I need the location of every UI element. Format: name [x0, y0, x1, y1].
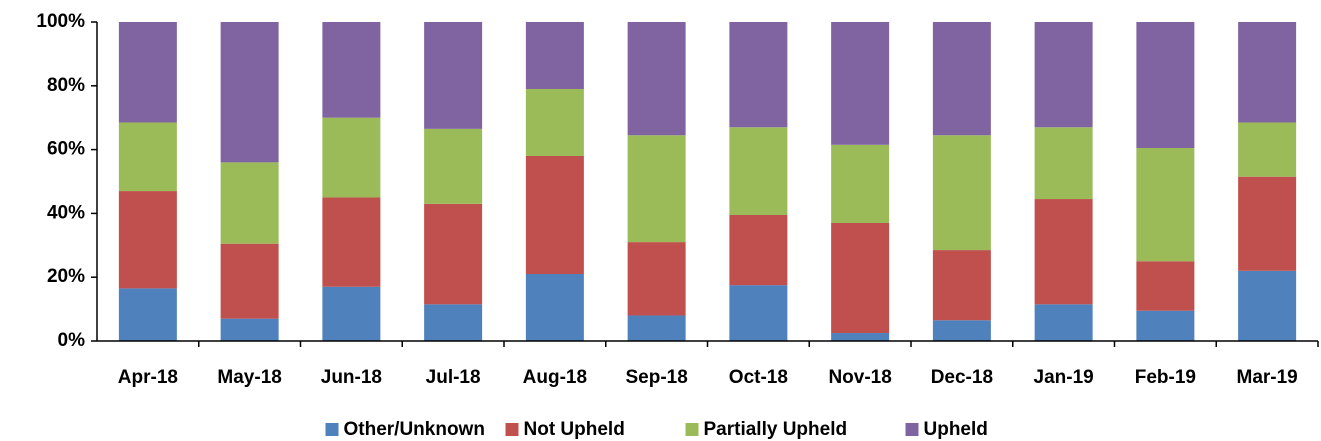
bar-segment: [220, 318, 279, 341]
bar-segment: [424, 128, 483, 204]
bar-segment: [729, 285, 788, 341]
x-tick-label: May-18: [217, 367, 281, 388]
bar-segment: [424, 304, 483, 341]
x-tick-label: Oct-18: [729, 367, 788, 388]
legend-label: Partially Upheld: [704, 419, 848, 440]
bar-segment: [627, 135, 686, 243]
bar-segment: [118, 122, 177, 192]
bar-segment: [118, 22, 177, 123]
x-tick-label: Feb-19: [1135, 367, 1196, 388]
y-tick-label: 40%: [47, 202, 85, 223]
bar-segment: [627, 242, 686, 316]
bar-segment: [932, 320, 991, 341]
bar-segment: [729, 127, 788, 215]
x-tick-label: Jan-19: [1034, 367, 1094, 388]
x-tick-label: Dec-18: [931, 367, 993, 388]
x-tick-label: Jun-18: [321, 367, 382, 388]
legend-swatch: [685, 423, 699, 436]
bar-segment: [220, 162, 279, 244]
legend-label: Other/Unknown: [344, 419, 485, 440]
bar-segment: [627, 315, 686, 341]
bar-segment: [729, 22, 788, 128]
bar-segment: [118, 288, 177, 341]
bar-segment: [627, 22, 686, 136]
bar-segment: [1238, 270, 1297, 341]
bar-segment: [424, 22, 483, 129]
bar-segment: [831, 222, 890, 334]
bar-segment: [220, 243, 279, 319]
bar-segment: [322, 286, 381, 341]
bar-segment: [1034, 304, 1093, 341]
bar-segment: [525, 155, 584, 275]
legend-swatch: [905, 423, 919, 436]
bar-segment: [1136, 261, 1195, 311]
bar-segment: [831, 22, 890, 145]
legend-label: Not Upheld: [524, 419, 625, 440]
x-tick-label: Aug-18: [523, 367, 587, 388]
bar-segment: [424, 203, 483, 305]
x-tick-label: Jul-18: [426, 367, 481, 388]
bar-segment: [525, 22, 584, 89]
bar-segment: [1238, 176, 1297, 271]
bar-segment: [1136, 22, 1195, 149]
bar-segment: [1034, 127, 1093, 200]
bar-segment: [1136, 148, 1195, 262]
y-tick-label: 80%: [47, 75, 85, 96]
bar-segment: [729, 214, 788, 286]
legend-label: Upheld: [924, 419, 988, 440]
bar-segment: [322, 117, 381, 198]
bar-segment: [831, 144, 890, 223]
bar-segment: [220, 22, 279, 163]
y-tick-label: 20%: [47, 266, 85, 287]
y-tick-label: 100%: [36, 11, 85, 32]
bar-segment: [932, 22, 991, 136]
bar-segment: [932, 135, 991, 251]
bar-segment: [1238, 22, 1297, 123]
legend-swatch: [505, 423, 519, 436]
bar-segment: [322, 197, 381, 287]
legend-swatch: [325, 423, 339, 436]
bar-segment: [1238, 122, 1297, 177]
bar-segment: [1034, 199, 1093, 305]
y-tick-label: 0%: [58, 330, 86, 351]
bar-segment: [1136, 310, 1195, 341]
bar-segment: [118, 191, 177, 289]
y-tick-label: 60%: [47, 139, 85, 160]
bar-segment: [932, 250, 991, 321]
bar-segment: [322, 22, 381, 118]
bar-segment: [1034, 22, 1093, 128]
x-tick-label: Mar-19: [1237, 367, 1298, 388]
bar-segment: [525, 88, 584, 156]
bar-segment: [831, 333, 890, 341]
x-tick-label: Apr-18: [118, 367, 178, 388]
x-tick-label: Sep-18: [625, 367, 687, 388]
x-tick-label: Nov-18: [828, 367, 891, 388]
bar-segment: [525, 274, 584, 341]
